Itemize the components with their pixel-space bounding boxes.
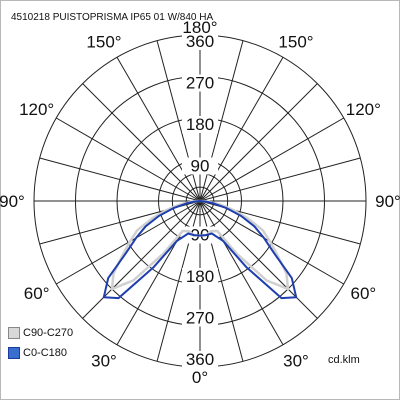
grid-spoke-105	[199, 157, 361, 202]
legend-label-c90-c270: C90-C270	[23, 327, 74, 339]
legend-item-c90-c270: C90-C270	[8, 326, 73, 340]
angle-label-left-90: 90°	[0, 192, 25, 211]
angle-label-bottom: 0°	[192, 368, 208, 387]
tick-label-270-up: 270	[186, 74, 214, 93]
angle-label-right-60: 60°	[350, 284, 376, 303]
tick-label-bg-270-down	[182, 309, 218, 327]
tick-label-bg-360-up	[182, 33, 218, 50]
tick-label-270-down: 270	[186, 309, 214, 328]
grid-spoke-45	[199, 200, 318, 319]
legend-swatch-c0-c180	[8, 347, 20, 359]
tick-label-360-down: 360	[186, 350, 214, 369]
grid-spoke-315	[82, 200, 201, 319]
tick-label-bg-360-down	[182, 351, 218, 368]
legend-label-c0-c180: C0-C180	[23, 347, 68, 359]
grid-spoke-255	[39, 157, 201, 202]
tick-label-bg-270-up	[182, 74, 218, 92]
angle-label-left-30: 30°	[91, 351, 117, 370]
tick-label-180-up: 180	[186, 115, 214, 134]
tick-label-bg-90-up	[182, 157, 218, 175]
grid-spoke-210	[116, 56, 201, 202]
curve-c0-c180	[102, 200, 298, 300]
tick-label-bg-180-up	[182, 116, 218, 133]
grid-spoke-225	[82, 83, 201, 202]
angle-label-left-60: 60°	[24, 284, 50, 303]
tick-label-360-up: 360	[186, 32, 214, 51]
angle-label-left-120: 120°	[19, 100, 54, 119]
legend-swatch-c90-c270	[8, 327, 20, 339]
tick-label-bg-180-down	[182, 268, 218, 285]
tick-label-180-down: 180	[186, 267, 214, 286]
chart-title: 4510218 PUISTOPRISMA IP65 01 W/840 HA	[11, 12, 214, 23]
tick-label-90-up: 90	[191, 157, 210, 176]
units-label: cd.klm	[328, 354, 360, 366]
intensity-curves	[102, 199, 298, 300]
grid-spoke-135	[199, 83, 318, 202]
angle-labels: 180° 0° 150° 150° 120° 120° 90° 90° 60° 60° 30° 30°	[0, 18, 400, 387]
angle-label-right-30: 30°	[283, 351, 309, 370]
angle-label-right-150: 150°	[278, 33, 313, 52]
grid-spoke-240	[55, 117, 201, 202]
angle-label-right-90: 90°	[375, 192, 400, 211]
grid-spoke-120	[199, 117, 345, 202]
angle-label-right-120: 120°	[346, 100, 381, 119]
angle-label-top: 180°	[182, 18, 217, 37]
grid-spoke-30	[199, 200, 284, 346]
legend-item-c0-c180: C0-C180	[8, 346, 67, 360]
grid-spoke-330	[116, 200, 201, 346]
angle-label-left-150: 150°	[86, 33, 121, 52]
grid-spoke-150	[199, 56, 284, 202]
